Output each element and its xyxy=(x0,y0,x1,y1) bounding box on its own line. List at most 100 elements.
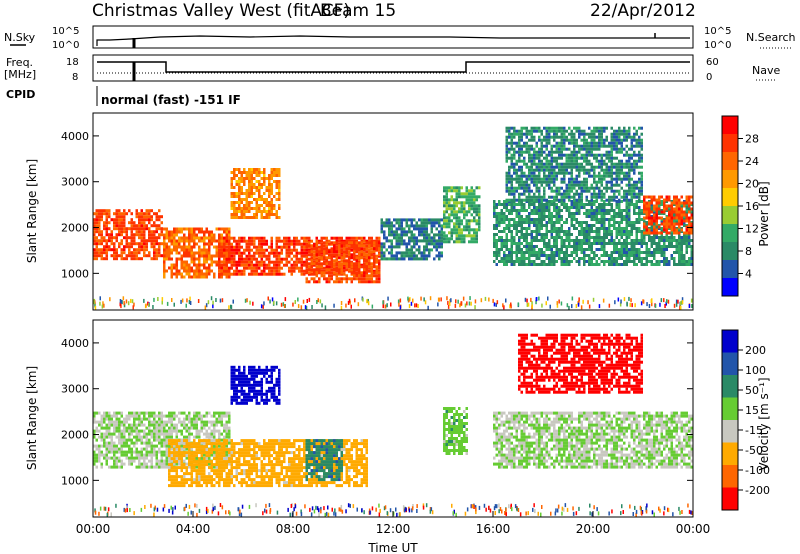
power-echo-cell xyxy=(353,239,356,243)
power-echo-cell xyxy=(638,135,641,139)
power-echo-cell xyxy=(465,192,468,196)
power-echo-cell xyxy=(330,265,333,269)
power-echo-cell xyxy=(555,189,558,193)
power-echo-cell xyxy=(580,147,583,151)
power-echo-cell xyxy=(513,206,516,209)
power-speckle xyxy=(145,303,147,308)
power-echo-cell xyxy=(645,254,648,257)
power-echo-cell xyxy=(663,242,666,245)
power-echo-cell xyxy=(95,224,98,228)
power-echo-cell xyxy=(190,275,193,279)
power-echo-cell xyxy=(493,224,496,227)
power-echo-cell xyxy=(435,242,438,246)
power-echo-cell xyxy=(600,126,603,130)
power-echo-cell xyxy=(630,227,633,230)
power-echo-cell xyxy=(155,224,158,228)
power-echo-cell xyxy=(98,212,101,216)
power-echo-cell xyxy=(345,268,348,272)
power-echo-cell xyxy=(395,257,398,261)
power-echo-cell xyxy=(300,242,303,246)
power-echo-cell xyxy=(648,216,651,220)
power-echo-cell xyxy=(640,177,643,181)
power-echo-cell xyxy=(198,272,201,276)
power-echo-cell xyxy=(275,186,278,189)
power-echo-cell xyxy=(545,156,548,160)
power-echo-cell xyxy=(603,224,606,227)
power-echo-cell xyxy=(133,224,136,228)
power-echo-cell xyxy=(560,224,563,227)
power-echo-cell xyxy=(345,280,348,284)
power-echo-cell xyxy=(663,248,666,251)
power-echo-cell xyxy=(338,268,341,272)
power-echo-cell xyxy=(245,260,248,264)
power-echo-cell xyxy=(405,242,408,246)
power-echo-cell xyxy=(323,274,326,278)
power-echo-cell xyxy=(638,248,641,251)
power-echo-cell xyxy=(370,262,373,266)
power-echo-cell xyxy=(555,165,558,169)
power-echo-cell xyxy=(688,236,691,239)
power-echo-cell xyxy=(275,216,278,219)
power-echo-cell xyxy=(580,195,583,199)
power-echo-cell xyxy=(538,129,541,133)
power-echo-cell xyxy=(400,221,403,225)
power-echo-cell xyxy=(508,132,511,136)
power-echo-cell xyxy=(473,228,476,232)
power-echo-cell xyxy=(533,129,536,133)
power-echo-cell xyxy=(175,239,178,243)
power-echo-cell xyxy=(300,245,303,249)
power-echo-cell xyxy=(165,248,168,252)
power-echo-cell xyxy=(420,251,423,255)
power-echo-cell xyxy=(448,231,451,235)
power-echo-cell xyxy=(600,242,603,245)
power-echo-cell xyxy=(540,206,543,209)
power-echo-cell xyxy=(228,254,231,258)
power-echo-cell xyxy=(383,230,386,234)
power-echo-cell xyxy=(268,183,271,186)
power-echo-cell xyxy=(535,263,538,266)
power-echo-cell xyxy=(618,230,621,233)
power-echo-cell xyxy=(198,227,201,231)
power-echo-cell xyxy=(208,242,211,246)
power-echo-cell xyxy=(168,233,171,237)
power-echo-cell xyxy=(335,280,338,284)
power-echo-cell xyxy=(360,239,363,243)
power-echo-cell xyxy=(158,245,161,249)
power-echo-cell xyxy=(363,239,366,243)
power-echo-cell xyxy=(530,132,533,136)
power-echo-cell xyxy=(310,244,313,248)
power-echo-cell xyxy=(615,168,618,172)
power-echo-cell xyxy=(145,254,148,258)
power-echo-cell xyxy=(610,254,613,257)
power-echo-cell xyxy=(553,144,556,148)
power-echo-cell xyxy=(278,183,281,186)
power-echo-cell xyxy=(555,230,558,233)
power-echo-cell xyxy=(623,162,626,166)
power-echo-cell xyxy=(458,237,461,241)
power-echo-cell xyxy=(528,242,531,245)
power-echo-cell xyxy=(583,165,586,169)
power-echo-cell xyxy=(215,239,218,243)
power-echo-cell xyxy=(505,239,508,242)
power-echo-cell xyxy=(575,144,578,148)
power-echo-cell xyxy=(580,251,583,254)
power-echo-cell xyxy=(630,260,633,263)
power-echo-cell xyxy=(563,242,566,245)
power-echo-cell xyxy=(558,251,561,254)
power-echo-cell xyxy=(348,247,351,251)
power-echo-cell xyxy=(653,251,656,254)
power-echo-cell xyxy=(558,206,561,209)
power-echo-cell xyxy=(545,144,548,148)
power-echo-cell xyxy=(500,236,503,239)
power-echo-cell xyxy=(625,227,628,230)
power-echo-cell xyxy=(683,219,686,223)
power-echo-cell xyxy=(565,129,568,133)
power-echo-cell xyxy=(323,250,326,254)
power-echo-cell xyxy=(638,171,641,175)
power-echo-cell xyxy=(650,206,653,209)
power-echo-cell xyxy=(558,218,561,221)
power-echo-cell xyxy=(163,263,166,267)
power-echo-cell xyxy=(265,254,268,258)
power-echo-cell xyxy=(585,171,588,175)
power-echo-cell xyxy=(455,216,458,220)
